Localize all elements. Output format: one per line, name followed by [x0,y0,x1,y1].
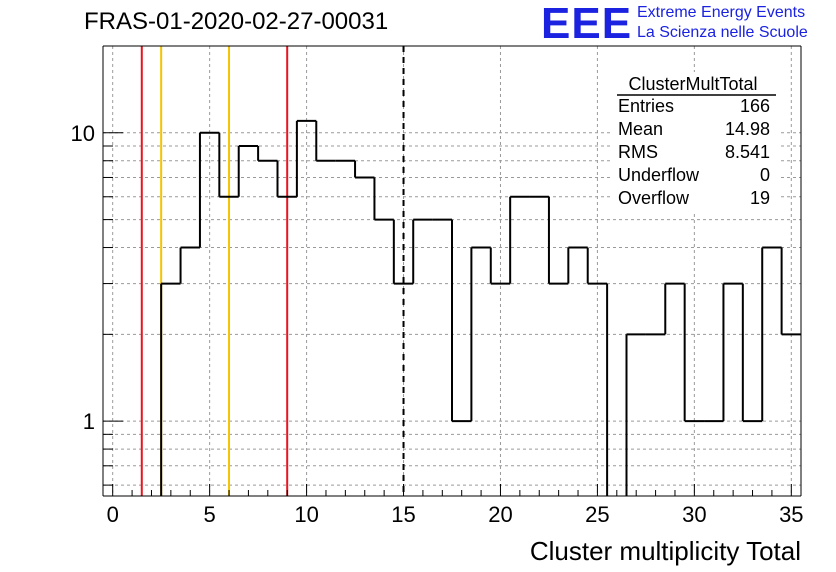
x-axis-title: Cluster multiplicity Total [530,536,801,566]
stats-label: Mean [618,119,663,139]
stats-value: 8.541 [725,142,770,162]
stats-label: Entries [618,96,674,116]
x-tick-label: 10 [294,502,318,527]
x-tick-label: 5 [204,502,216,527]
stats-label: Overflow [618,188,690,208]
stats-value: 0 [760,165,770,185]
x-tick-label: 20 [488,502,512,527]
logo-line-1: Extreme Energy Events [637,4,806,21]
x-tick-label: 15 [391,502,415,527]
eee-logo: EEE [541,0,633,48]
stats-box-title: ClusterMultTotal [628,74,757,94]
x-tick-label: 25 [585,502,609,527]
y-tick-label: 1 [83,409,95,434]
stats-value: 166 [740,96,770,116]
chart-title: FRAS-01-2020-02-27-00031 [84,8,389,35]
stats-value: 19 [750,188,770,208]
logo-line-2: La Scienza nelle Scuole [637,24,808,41]
y-tick-label: 10 [71,121,95,146]
stats-label: Underflow [618,165,700,185]
stats-label: RMS [618,142,658,162]
x-tick-label: 30 [682,502,706,527]
x-tick-label: 0 [107,502,119,527]
stats-value: 14.98 [725,119,770,139]
x-tick-label: 35 [779,502,803,527]
